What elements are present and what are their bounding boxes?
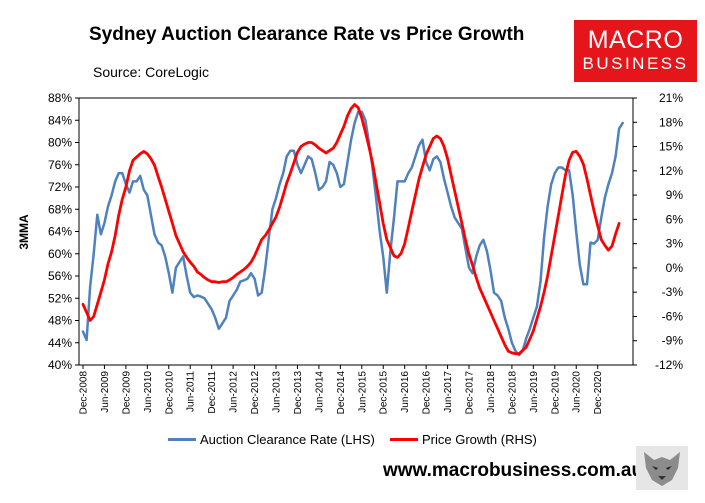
x-axis-tick-label: Jun-2019 (529, 371, 540, 413)
x-axis-tick-label: Jun-2013 (272, 371, 283, 413)
x-axis-tick-label: Dec-2013 (293, 371, 304, 415)
x-axis-tick-label: Jun-2011 (186, 371, 197, 412)
y-axis-tick-label: 88% (48, 91, 72, 105)
y-axis-tick-label: 84% (48, 113, 72, 127)
chart-series (81, 103, 624, 357)
y2-axis-tick-label: 12% (659, 164, 683, 178)
y2-axis-tick-label: -9% (662, 334, 684, 348)
x-axis-tick-label: Dec-2019 (550, 371, 561, 415)
y2-axis-tick-label: -3% (662, 285, 684, 299)
x-axis-tick-label: Jun-2009 (100, 371, 111, 413)
x-axis-tick-label: Dec-2009 (121, 371, 132, 415)
y-axis-tick-label: 76% (48, 158, 72, 172)
x-axis-tick-label: Jun-2015 (357, 371, 368, 413)
x-axis-tick-label: Dec-2014 (336, 371, 347, 415)
y-axis-label: 3MMA (17, 214, 31, 250)
y-axis-tick-label: 56% (48, 269, 72, 283)
y-axis-tick-label: 48% (48, 314, 72, 328)
legend-swatch-clearance-rate (168, 438, 196, 441)
y2-axis-tick-label: 21% (659, 91, 683, 105)
x-axis-tick-label: Dec-2017 (465, 371, 476, 415)
x-axis-tick-label: Jun-2018 (486, 371, 497, 413)
legend-swatch-price-growth (390, 438, 418, 441)
x-axis-tick-label: Dec-2016 (422, 371, 433, 415)
x-axis-tick-label: Dec-2011 (207, 371, 218, 414)
logo-line-1: MACRO (587, 26, 684, 54)
y2-axis-tick-label: 15% (659, 140, 683, 154)
wolf-logo-icon (636, 446, 688, 490)
y-axis-tick-label: 72% (48, 180, 72, 194)
y-axis-tick-label: 44% (48, 336, 72, 350)
series-line-price-growth (81, 103, 621, 356)
y-axis-tick-label: 64% (48, 225, 72, 239)
series-line-clearance-rate (81, 110, 624, 357)
x-axis-tick-label: Dec-2015 (379, 371, 390, 415)
legend-label-clearance-rate: Auction Clearance Rate (LHS) (200, 432, 375, 447)
x-axis-tick-label: Dec-2018 (507, 371, 518, 415)
x-axis-tick-label: Dec-2012 (250, 371, 261, 415)
y-axis-tick-label: 68% (48, 202, 72, 216)
y2-axis-tick-label: -6% (662, 309, 684, 323)
y-axis-tick-label: 40% (48, 358, 72, 372)
chart-axes: 40% 44% 48% 52% 56% 60% 64% 68% 72% 76% 80% 84% 88% -… (48, 91, 683, 414)
legend-label-price-growth: Price Growth (RHS) (422, 432, 537, 447)
y-axis-tick-label: 60% (48, 247, 72, 261)
line-chart: 40% 44% 48% 52% 56% 60% 64% 68% 72% 76% 80% 84% 88% -… (17, 91, 683, 414)
x-axis-tick-label: Jun-2012 (229, 371, 240, 413)
y2-axis-tick-label: 18% (659, 115, 683, 129)
chart-title: Sydney Auction Clearance Rate vs Price G… (89, 24, 525, 45)
source-note: Source: CoreLogic (93, 64, 209, 80)
y2-axis-tick-label: 9% (666, 188, 684, 202)
x-axis-tick-label: Jun-2016 (400, 371, 411, 413)
x-axis-tick-label: Dec-2020 (593, 371, 604, 415)
x-axis-tick-label: Dec-2008 (79, 371, 90, 415)
y-axis-tick-label: 80% (48, 136, 72, 150)
x-axis-tick-label: Jun-2014 (314, 371, 325, 413)
x-axis-tick-label: Jun-2017 (443, 371, 454, 413)
x-axis-tick-label: Jun-2010 (143, 371, 154, 413)
x-axis-tick-label: Dec-2010 (164, 371, 175, 415)
y2-axis-tick-label: 3% (666, 237, 684, 251)
y2-axis-tick-label: 0% (666, 261, 684, 275)
y-axis-tick-label: 52% (48, 291, 72, 305)
y2-axis-tick-label: -12% (655, 358, 683, 372)
website-url: www.macrobusiness.com.au (383, 460, 644, 481)
logo-line-2: BUSINESS (582, 54, 689, 73)
x-axis-tick-label: Jun-2020 (572, 371, 583, 413)
macrobusiness-logo: MACRO BUSINESS (574, 20, 697, 82)
plot-area-frame (78, 97, 634, 366)
y2-axis-tick-label: 6% (666, 212, 684, 226)
